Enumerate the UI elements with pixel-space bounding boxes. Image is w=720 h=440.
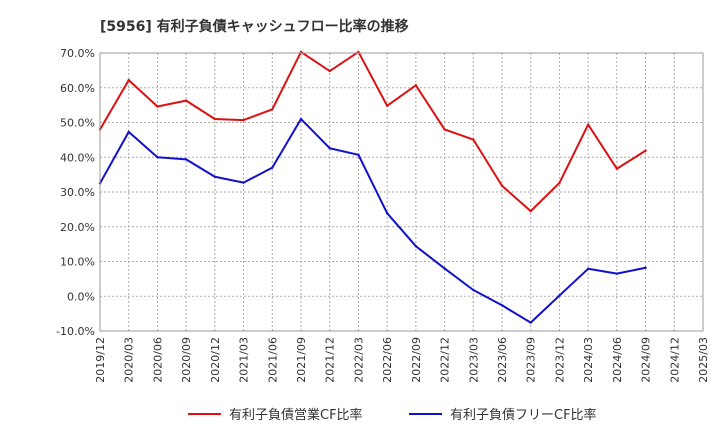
y-axis: 70.0% 60.0% 50.0% 40.0% 30.0% 20.0% 10.0% 0.0% -… bbox=[56, 47, 95, 338]
x-tick-label: 2024/12 bbox=[668, 337, 681, 383]
x-tick-label: 2024/03 bbox=[582, 337, 595, 383]
series-1-point bbox=[184, 99, 188, 102]
x-tick-label: 2021/06 bbox=[266, 337, 279, 383]
series-1-point bbox=[213, 117, 217, 121]
series-2-point bbox=[500, 304, 504, 307]
series-1-point bbox=[414, 84, 418, 87]
series-1-point bbox=[615, 167, 619, 170]
series-2-point bbox=[385, 211, 389, 215]
x-tick-label: 2023/03 bbox=[467, 337, 480, 383]
series-1-point bbox=[127, 78, 130, 82]
series-2-point bbox=[156, 156, 159, 159]
series-2-point bbox=[529, 321, 532, 324]
chart-title: [5956] 有利子負債キャッシュフロー比率の推移 bbox=[100, 18, 409, 35]
x-tick-label: 2021/12 bbox=[324, 337, 337, 383]
series-2-point bbox=[558, 294, 561, 297]
x-tick-label: 2019/12 bbox=[94, 337, 107, 383]
legend-label: 有利子負債営業CF比率 bbox=[229, 407, 363, 423]
x-tick-label: 2022/09 bbox=[410, 337, 423, 383]
y-tick-label: -10.0% bbox=[56, 325, 95, 338]
x-tick-label: 2022/12 bbox=[439, 337, 452, 383]
series-2-point bbox=[242, 181, 245, 184]
x-tick-label: 2020/09 bbox=[180, 337, 193, 383]
series-1-point bbox=[644, 149, 647, 152]
x-tick-label: 2020/03 bbox=[123, 337, 136, 383]
plot-frame bbox=[99, 52, 704, 332]
y-tick-label: 50.0% bbox=[60, 117, 95, 130]
y-tick-label: 10.0% bbox=[60, 256, 95, 269]
series-line-1 bbox=[99, 50, 647, 213]
series-2-point bbox=[615, 272, 619, 275]
x-tick-label: 2022/03 bbox=[352, 337, 365, 383]
x-tick-label: 2020/12 bbox=[209, 337, 222, 383]
series-2-point bbox=[127, 130, 130, 134]
series-2-point bbox=[586, 267, 590, 270]
y-tick-label: 40.0% bbox=[60, 151, 95, 164]
x-tick-label: 2021/03 bbox=[238, 337, 251, 383]
series-2-point bbox=[443, 267, 446, 270]
series-2-point bbox=[328, 147, 331, 150]
x-tick-label: 2025/03 bbox=[697, 337, 710, 383]
x-tick-label: 2024/09 bbox=[640, 337, 653, 383]
x-tick-label: 2024/06 bbox=[611, 337, 624, 383]
x-tick-label: 2022/06 bbox=[381, 337, 394, 383]
series-1-point bbox=[500, 184, 504, 187]
plot-area bbox=[98, 50, 647, 324]
series-1-point bbox=[443, 128, 446, 131]
x-tick-label: 2020/06 bbox=[151, 337, 164, 383]
series-2-point bbox=[414, 245, 418, 248]
series-1-point bbox=[472, 138, 475, 141]
x-axis: 2019/12 2020/03 2020/06 2020/09 2020/12 2021/… bbox=[94, 337, 710, 383]
y-tick-label: 20.0% bbox=[60, 221, 95, 234]
series-2-point bbox=[299, 117, 303, 121]
x-tick-label: 2023/12 bbox=[553, 337, 566, 383]
series-1-point bbox=[156, 105, 159, 108]
legend-label: 有利子負債フリーCF比率 bbox=[450, 407, 597, 423]
x-tick-label: 2023/09 bbox=[525, 337, 538, 383]
series-1-point bbox=[586, 123, 590, 126]
series-1-point bbox=[242, 118, 245, 122]
series-1-point bbox=[385, 104, 389, 108]
series-1-point bbox=[271, 108, 274, 111]
y-tick-label: 30.0% bbox=[60, 186, 95, 199]
series-2-point bbox=[357, 153, 360, 157]
series-1-point bbox=[529, 209, 532, 213]
series-2-point bbox=[271, 166, 274, 169]
y-tick-label: 0.0% bbox=[67, 290, 95, 303]
series-2-point bbox=[184, 158, 188, 161]
series-line-2 bbox=[99, 118, 646, 324]
legend: 有利子負債営業CF比率 有利子負債フリーCF比率 bbox=[188, 407, 597, 423]
series-2-point bbox=[472, 288, 475, 292]
series-2-point bbox=[644, 266, 647, 269]
series-2-point bbox=[213, 175, 217, 178]
y-tick-label: 60.0% bbox=[60, 82, 95, 95]
series-1-point bbox=[558, 181, 561, 185]
y-tick-label: 70.0% bbox=[60, 47, 95, 60]
x-tick-label: 2023/06 bbox=[496, 337, 509, 383]
x-tick-label: 2021/09 bbox=[295, 337, 308, 383]
series-1-point bbox=[328, 69, 331, 73]
